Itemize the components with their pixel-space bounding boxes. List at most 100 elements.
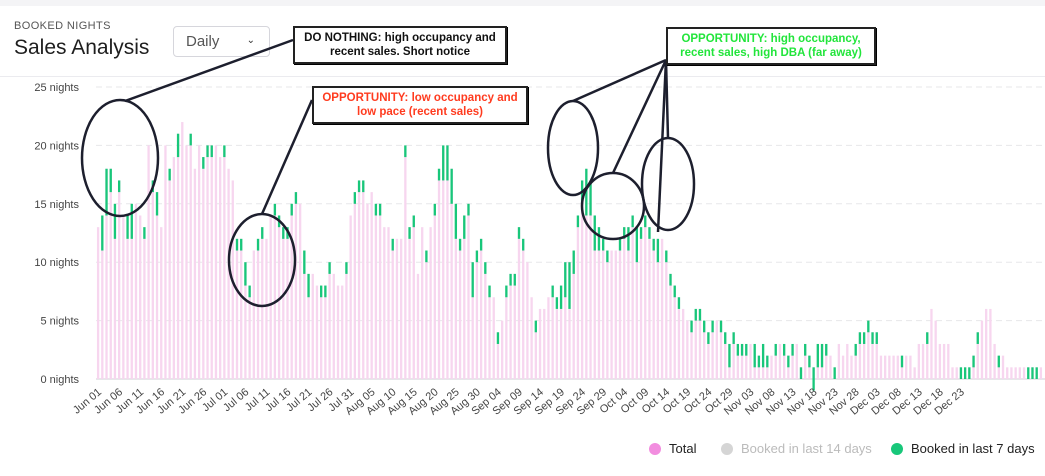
bar-total	[589, 180, 592, 379]
bar-total	[597, 227, 601, 379]
bar-total	[555, 297, 559, 379]
bar-booked-7-days	[244, 262, 247, 286]
bar-total	[164, 145, 167, 379]
bar-booked-7-days	[804, 343, 807, 356]
annotation-do-nothing: DO NOTHING: high occupancy and recent sa…	[293, 26, 507, 64]
bar-booked-7-days	[458, 238, 462, 251]
bar-total	[172, 157, 176, 379]
bar-total	[660, 238, 664, 379]
bar-total	[631, 215, 634, 379]
bar-booked-7-days	[475, 250, 479, 263]
legend-label-booked-14-days: Booked in last 14 days	[741, 441, 872, 456]
bar-booked-7-days	[585, 168, 588, 216]
bar-total	[501, 320, 504, 379]
bar-booked-7-days	[488, 285, 491, 298]
bar-total	[530, 297, 533, 379]
bar-total	[564, 262, 567, 379]
bar-booked-7-days	[1027, 367, 1030, 379]
bar-total	[585, 168, 588, 379]
bar-booked-7-days	[513, 273, 516, 286]
bar-total	[484, 262, 487, 379]
bar-total	[505, 285, 508, 379]
bar-total	[492, 297, 495, 379]
bar-booked-7-days	[677, 297, 681, 309]
bar-total	[244, 262, 247, 379]
bar-total	[892, 355, 895, 379]
bar-booked-7-days	[505, 285, 508, 298]
bar-total	[168, 168, 171, 379]
bar-booked-7-days	[665, 250, 668, 263]
bar-total	[879, 355, 883, 379]
bar-total	[690, 320, 693, 379]
bar-total	[934, 320, 937, 379]
bar-total	[862, 332, 866, 379]
bar-total	[450, 168, 453, 379]
bar-total	[374, 203, 378, 379]
granularity-select[interactable]: Daily ⌄	[173, 26, 270, 57]
bar-total	[475, 250, 479, 379]
bar-booked-7-days	[816, 343, 819, 368]
bar-booked-7-days	[273, 203, 277, 216]
legend-dot-total	[649, 442, 661, 455]
bar-total	[458, 238, 462, 379]
bar-total	[930, 308, 933, 379]
bar-booked-7-days	[509, 273, 512, 286]
bar-total	[117, 180, 121, 379]
bar-total	[1039, 367, 1043, 379]
bar-total	[602, 238, 605, 379]
bar-booked-7-days	[345, 262, 348, 274]
bar-total	[282, 227, 285, 379]
bar-booked-7-days	[926, 332, 929, 344]
bar-total	[395, 238, 399, 379]
bar-booked-7-days	[467, 203, 470, 216]
bar-total	[248, 285, 251, 379]
bar-total	[345, 262, 348, 379]
bar-booked-7-days	[825, 343, 828, 356]
bar-booked-7-days	[867, 320, 870, 333]
bar-total	[303, 250, 306, 379]
bar-booked-7-days	[105, 168, 108, 216]
bar-total	[989, 308, 992, 379]
bar-total	[463, 215, 466, 379]
bar-total	[134, 203, 138, 379]
bar-total	[151, 180, 154, 379]
bar-total	[947, 343, 950, 379]
bar-total	[139, 215, 142, 379]
y-axis: 0 nights 5 nights 10 nights 15 nights 20 nig…	[34, 82, 79, 386]
bar-total	[715, 320, 718, 379]
bar-total	[517, 227, 521, 379]
bar-booked-7-days	[294, 192, 298, 204]
bar-total	[416, 273, 420, 379]
bar-booked-7-days	[652, 238, 655, 251]
bar-total	[1010, 367, 1013, 379]
bar-booked-7-days	[740, 343, 744, 356]
bar-total	[341, 285, 344, 379]
bar-total	[740, 343, 744, 379]
legend-item-total[interactable]: Total	[649, 441, 696, 456]
bar-total	[850, 355, 853, 379]
bar-total	[122, 215, 125, 379]
bar-total	[905, 355, 908, 379]
y-tick-label: 15 nights	[34, 199, 79, 211]
bar-total	[913, 367, 916, 379]
bar-booked-7-days	[117, 180, 121, 193]
callout-pointer	[124, 38, 294, 103]
bar-total	[357, 180, 361, 379]
bar-booked-7-days	[353, 192, 357, 204]
bar-booked-7-days	[875, 332, 878, 344]
bar-total	[181, 122, 184, 379]
bar-total	[155, 192, 159, 379]
bar-booked-7-days	[572, 250, 575, 274]
legend-item-booked-7-days[interactable]: Booked in last 7 days	[891, 441, 1035, 456]
bar-booked-7-days	[248, 285, 251, 298]
bar-total	[425, 250, 428, 379]
legend-item-booked-14-days[interactable]: Booked in last 14 days	[721, 441, 872, 456]
bar-booked-7-days	[261, 227, 264, 239]
bar-total	[311, 273, 314, 379]
bar-total	[185, 145, 188, 379]
bar-total	[113, 203, 117, 379]
bar-booked-7-days	[551, 285, 554, 298]
bar-booked-7-days	[753, 343, 756, 368]
bar-total	[101, 215, 104, 379]
bar-booked-7-days	[959, 367, 963, 379]
